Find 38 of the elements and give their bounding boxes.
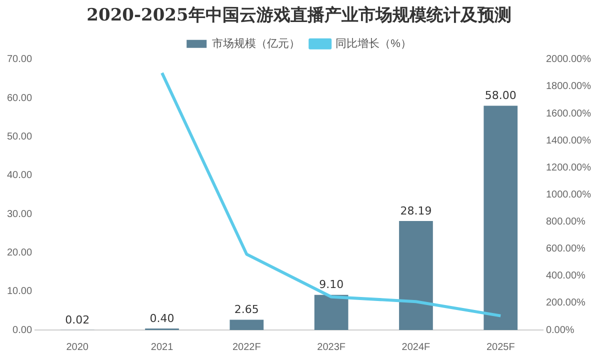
y2-tick-label: 200.00% (546, 298, 586, 309)
data-label: 58.00 (484, 89, 516, 102)
bar (314, 294, 348, 330)
data-label: 28.19 (400, 204, 432, 218)
y2-tick-label: 1000.00% (546, 189, 592, 200)
data-label: 0.02 (65, 313, 90, 326)
y-tick-label: 40.00 (6, 170, 32, 182)
y2-tick-label: 1800.00% (546, 81, 592, 92)
y2-tick-label: 1600.00% (546, 108, 592, 120)
y2-tick-label: 1400.00% (546, 135, 592, 146)
y2-tick-label: 600.00% (546, 244, 586, 255)
y-tick-label: 20.00 (6, 247, 32, 258)
x-tick-label: 2024F (402, 342, 430, 353)
chart-title: 2020-2025年中国云游戏直播产业市场规模统计及预测 (86, 6, 512, 26)
bar (484, 106, 518, 330)
y-tick-label: 30.00 (6, 208, 32, 220)
y-tick-label: 50.00 (6, 131, 32, 142)
y-tick-label: 70.00 (6, 54, 32, 66)
bar (230, 320, 264, 330)
data-label: 0.40 (150, 312, 174, 325)
data-label: 2.65 (234, 303, 259, 316)
y-tick-label: 60.00 (6, 92, 32, 104)
y2-tick-label: 400.00% (546, 270, 586, 282)
x-tick-label: 2021 (150, 342, 174, 353)
bar (399, 221, 433, 330)
legend-label: 市场规模（亿元） (212, 36, 300, 50)
y2-tick-label: 1200.00% (546, 162, 592, 174)
x-tick-label: 2023F (317, 342, 346, 353)
y-tick-label: 10.00 (6, 286, 32, 298)
y2-tick-label: 0.00% (546, 324, 574, 336)
x-tick-label: 2022F (232, 342, 261, 353)
x-tick-label: 2025F (486, 342, 515, 353)
data-label: 9.10 (319, 278, 344, 292)
y2-tick-label: 2000.00% (546, 54, 592, 66)
x-tick-label: 2020 (66, 342, 89, 353)
y-tick-label: 0.00 (12, 324, 32, 336)
y2-tick-label: 800.00% (546, 216, 586, 228)
legend-label: 同比增长（%） (336, 36, 412, 50)
